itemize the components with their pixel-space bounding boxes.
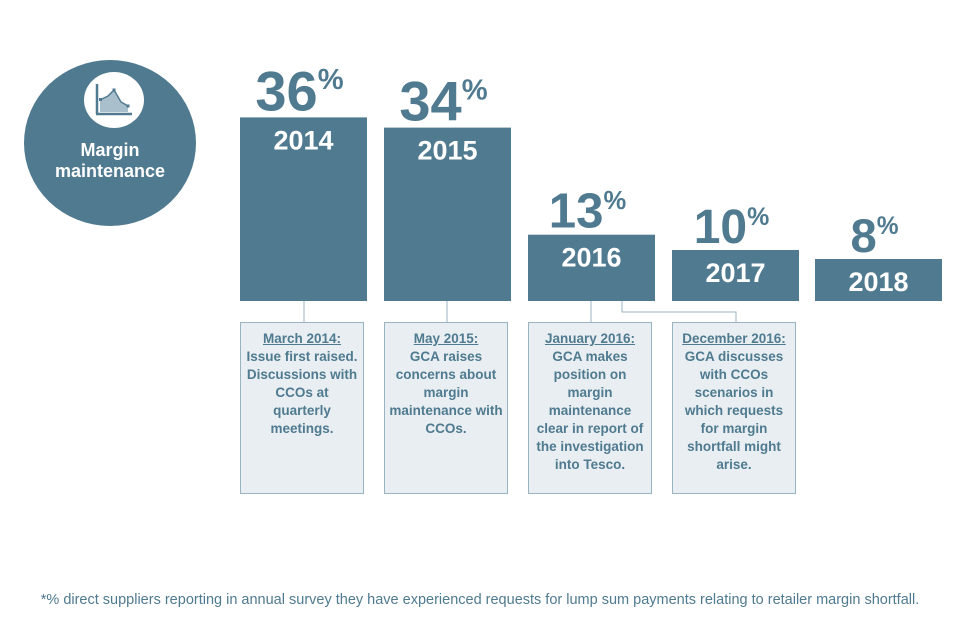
margin-maintenance-badge: Margin maintenance bbox=[24, 60, 196, 226]
note-box: December 2016: GCA discusses with CCOs sc… bbox=[672, 322, 796, 494]
note-box: May 2015: GCA raises concerns about margi… bbox=[384, 322, 508, 494]
note-text: GCA discusses with CCOs scenarios in whi… bbox=[684, 349, 784, 472]
value-label-2016: 13% bbox=[549, 184, 627, 239]
value-label-2014: 36% bbox=[255, 59, 343, 122]
note-box: March 2014: Issue first raised. Discussio… bbox=[240, 322, 364, 494]
bar-2017 bbox=[672, 250, 799, 301]
bar-2015 bbox=[384, 127, 511, 301]
icon-disc bbox=[84, 72, 144, 128]
value-label-2015: 34% bbox=[399, 70, 487, 133]
connector-line bbox=[621, 301, 737, 322]
bars bbox=[240, 117, 942, 302]
footnote: *% direct suppliers reporting in annual … bbox=[40, 592, 920, 608]
value-label-2017: 10% bbox=[694, 201, 770, 254]
badge-label: Margin maintenance bbox=[24, 140, 196, 182]
bar-2014 bbox=[240, 117, 367, 302]
year-label-2017: 2017 bbox=[705, 258, 765, 288]
value-label-2018: 8% bbox=[850, 210, 898, 263]
bar-2018 bbox=[815, 259, 942, 301]
badge-label-line1: Margin bbox=[80, 140, 140, 160]
note-date: December 2016: bbox=[682, 331, 786, 346]
note-date: January 2016: bbox=[544, 331, 636, 346]
year-label-2018: 2018 bbox=[848, 267, 908, 297]
bar-2016 bbox=[528, 234, 655, 301]
note-box: January 2016: GCA makes position on margi… bbox=[528, 322, 652, 494]
note-text: Issue first raised. Discussions with CCO… bbox=[246, 349, 358, 436]
note-text: GCA raises concerns about margin mainten… bbox=[389, 349, 503, 436]
year-label-2014: 2014 bbox=[273, 125, 333, 155]
area-chart-icon bbox=[95, 84, 132, 116]
year-label-2015: 2015 bbox=[417, 136, 477, 166]
connector-lines bbox=[303, 301, 737, 322]
year-label-2016: 2016 bbox=[561, 243, 621, 273]
badge-label-line2: maintenance bbox=[54, 161, 166, 181]
note-text: GCA makes position on margin maintenance… bbox=[536, 349, 644, 472]
note-date: March 2014: bbox=[262, 331, 342, 346]
note-date: May 2015: bbox=[413, 331, 479, 346]
